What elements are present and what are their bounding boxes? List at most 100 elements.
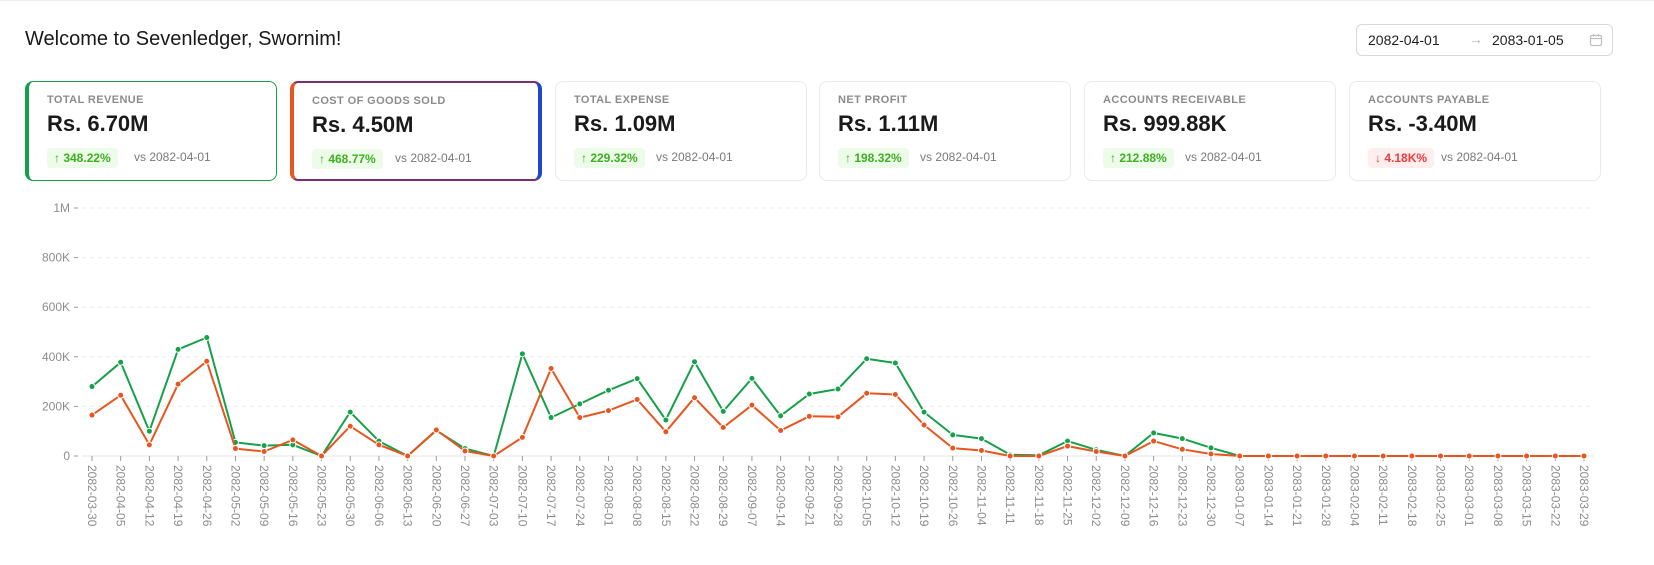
- card-label: TOTAL REVENUE: [47, 94, 144, 106]
- x-tick-label: 2082-11-18: [1032, 465, 1046, 526]
- data-point-cogs: [748, 401, 756, 409]
- data-point-revenue: [576, 400, 584, 408]
- x-tick-label: 2082-10-26: [946, 465, 960, 527]
- card-total-revenue[interactable]: TOTAL REVENUE Rs. 6.70M ↑ 348.22% vs 208…: [25, 81, 277, 181]
- data-point-cogs: [977, 447, 985, 455]
- start-date-input[interactable]: 2082-04-01: [1368, 32, 1440, 48]
- x-tick-label: 2083-03-08: [1491, 465, 1505, 527]
- data-point-revenue: [203, 333, 211, 341]
- data-point-cogs: [604, 407, 612, 415]
- x-tick-label: 2082-06-20: [429, 465, 443, 527]
- data-point-revenue: [920, 408, 928, 416]
- data-point-revenue: [949, 431, 957, 439]
- x-tick-label: 2083-02-25: [1434, 465, 1448, 527]
- data-point-revenue: [748, 374, 756, 382]
- data-point-revenue: [891, 359, 899, 367]
- data-point-cogs: [1035, 452, 1043, 460]
- x-tick-label: 2082-06-27: [458, 465, 472, 527]
- data-point-revenue: [260, 442, 268, 450]
- data-point-cogs: [1092, 448, 1100, 456]
- x-tick-label: 2082-10-19: [917, 465, 931, 527]
- data-point-revenue: [145, 427, 153, 435]
- x-tick-label: 2082-08-29: [716, 465, 730, 527]
- date-range-picker[interactable]: 2082-04-01 → 2083-01-05: [1356, 24, 1613, 56]
- data-point-cogs: [834, 413, 842, 421]
- data-point-cogs: [863, 389, 871, 397]
- data-point-cogs: [145, 441, 153, 449]
- arrow-right-icon: →: [1469, 31, 1483, 47]
- data-point-revenue: [174, 345, 182, 353]
- data-point-cogs: [203, 357, 211, 365]
- revenue-cogs-line-chart: 0 200K 400K 600K 800K 1M 2082-03-30 2082-04-05 2…: [42, 201, 1594, 527]
- change-badge: ↑ 212.88%: [1103, 148, 1174, 168]
- x-tick-label: 2082-09-14: [774, 465, 788, 527]
- x-tick-label: 2083-02-11: [1376, 465, 1390, 526]
- data-point-cogs: [891, 390, 899, 398]
- data-point-cogs: [1293, 452, 1301, 460]
- change-badge: ↓ 4.18K%: [1368, 148, 1435, 168]
- data-point-revenue: [1178, 435, 1186, 443]
- data-point-cogs: [231, 445, 239, 453]
- data-point-cogs: [576, 414, 584, 422]
- x-tick-label: 2082-07-24: [573, 465, 587, 527]
- x-tick-label: 2082-04-19: [171, 465, 185, 527]
- card-label: NET PROFIT: [838, 94, 908, 106]
- x-tick-label: 2083-03-01: [1462, 465, 1476, 527]
- data-point-cogs: [1437, 452, 1445, 460]
- data-point-cogs: [805, 412, 813, 420]
- calendar-icon[interactable]: [1589, 33, 1603, 47]
- end-date-input[interactable]: 2083-01-05: [1492, 32, 1564, 48]
- x-tick-label: 2082-09-28: [831, 465, 845, 527]
- change-badge: ↑ 348.22%: [47, 148, 118, 168]
- data-point-cogs: [1006, 452, 1014, 460]
- data-point-cogs: [1264, 452, 1272, 460]
- x-tick-label: 2082-12-23: [1175, 465, 1189, 527]
- card-label: ACCOUNTS PAYABLE: [1368, 94, 1490, 106]
- data-point-revenue: [117, 358, 125, 366]
- x-tick-label: 2082-10-12: [888, 465, 902, 527]
- x-tick-label: 2083-02-18: [1405, 465, 1419, 527]
- top-divider: [0, 0, 1654, 1]
- x-tick-label: 2082-12-30: [1204, 465, 1218, 527]
- data-point-revenue: [547, 414, 555, 422]
- y-tick-label: 1M: [53, 201, 70, 215]
- card-label: ACCOUNTS RECEIVABLE: [1103, 94, 1247, 106]
- data-point-cogs: [260, 448, 268, 456]
- card-accounts-payable[interactable]: ACCOUNTS PAYABLE Rs. -3.40M ↓ 4.18K% vs …: [1349, 81, 1601, 181]
- x-tick-label: 2083-03-29: [1577, 465, 1591, 527]
- data-point-cogs: [633, 395, 641, 403]
- card-accounts-receivable[interactable]: ACCOUNTS RECEIVABLE Rs. 999.88K ↑ 212.88…: [1084, 81, 1336, 181]
- y-tick-label: 800K: [42, 251, 70, 265]
- card-value: Rs. 6.70M: [47, 111, 149, 136]
- card-cost-of-goods-sold[interactable]: COST OF GOODS SOLD Rs. 4.50M ↑ 468.77% v…: [290, 81, 542, 181]
- data-point-cogs: [346, 422, 354, 430]
- data-point-revenue: [633, 375, 641, 383]
- data-point-revenue: [88, 383, 96, 391]
- data-point-revenue: [346, 408, 354, 416]
- data-point-cogs: [490, 452, 498, 460]
- x-tick-label: 2083-01-28: [1319, 465, 1333, 527]
- x-tick-label: 2083-03-22: [1548, 465, 1562, 527]
- data-point-revenue: [863, 355, 871, 363]
- x-tick-label: 2083-01-07: [1233, 465, 1247, 527]
- compare-text: vs 2082-04-01: [920, 150, 997, 164]
- x-tick-label: 2082-07-17: [544, 465, 558, 527]
- x-tick-label: 2082-05-30: [343, 465, 357, 527]
- card-net-profit[interactable]: NET PROFIT Rs. 1.11M ↑ 198.32% vs 2082-0…: [819, 81, 1071, 181]
- card-label: COST OF GOODS SOLD: [312, 95, 446, 107]
- data-point-cogs: [1465, 452, 1473, 460]
- data-point-cogs: [949, 444, 957, 452]
- change-badge: ↑ 468.77%: [312, 149, 383, 169]
- series-line-cogs: [91, 360, 1584, 457]
- x-tick-label: 2082-10-05: [860, 465, 874, 527]
- compare-text: vs 2082-04-01: [395, 151, 472, 165]
- card-value: Rs. 999.88K: [1103, 111, 1227, 136]
- x-tick-label: 2082-08-15: [659, 465, 673, 527]
- compare-text: vs 2082-04-01: [656, 150, 733, 164]
- change-badge: ↑ 229.32%: [574, 148, 645, 168]
- card-total-expense[interactable]: TOTAL EXPENSE Rs. 1.09M ↑ 229.32% vs 208…: [555, 81, 807, 181]
- data-point-cogs: [719, 423, 727, 431]
- data-point-cogs: [920, 421, 928, 429]
- data-point-cogs: [1178, 445, 1186, 453]
- data-point-cogs: [1523, 452, 1531, 460]
